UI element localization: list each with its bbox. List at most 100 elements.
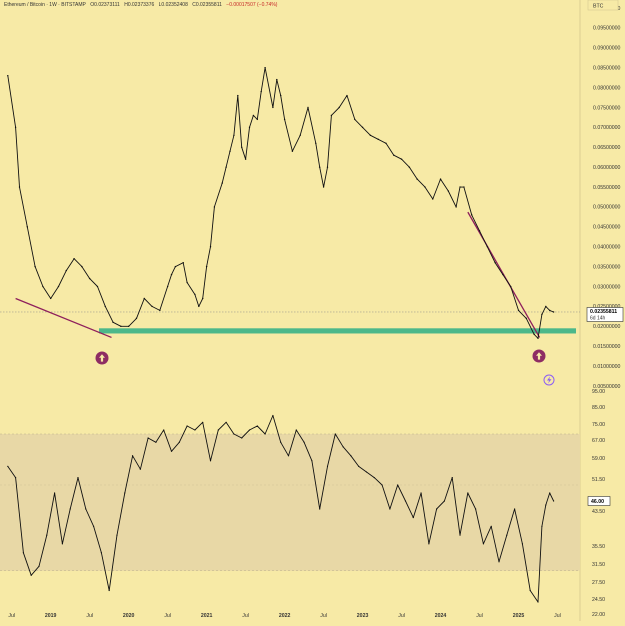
- rsi-axis-tick: 22.00: [592, 612, 605, 618]
- price-point: [338, 106, 340, 109]
- price-point: [26, 226, 28, 228]
- price-axis-tick: 0.04000000: [593, 245, 621, 251]
- price-point: [120, 325, 122, 328]
- rsi-point: [475, 508, 477, 510]
- rsi-point: [553, 500, 555, 502]
- rsi-axis-tick: 24.50: [592, 597, 605, 603]
- price-axis-tick: 0.06500000: [593, 145, 621, 151]
- time-axis-tick: Jul: [398, 613, 405, 619]
- rsi-point: [186, 425, 188, 427]
- rsi-point: [7, 465, 9, 467]
- price-point: [307, 106, 309, 109]
- time-axis-tick: Jul: [242, 613, 249, 619]
- rsi-point: [217, 429, 219, 431]
- price-point: [385, 142, 387, 144]
- rsi-point: [280, 441, 282, 443]
- price-point: [127, 325, 130, 328]
- rsi-point: [209, 460, 212, 462]
- price-point: [416, 178, 418, 180]
- price-point: [424, 186, 426, 188]
- rsi-point: [482, 543, 485, 545]
- currency-badge: [587, 0, 619, 11]
- rsi-point: [100, 552, 102, 554]
- price-point: [194, 293, 196, 296]
- rsi-point: [342, 446, 344, 448]
- rsi-point: [131, 455, 134, 457]
- rsi-point: [163, 429, 165, 431]
- price-point: [478, 230, 481, 232]
- price-point: [346, 94, 348, 97]
- price-tag: [586, 307, 624, 322]
- rsi-point: [14, 477, 17, 479]
- price-point: [330, 114, 333, 117]
- price-point: [7, 74, 9, 77]
- rsi-point: [389, 508, 391, 510]
- price-point: [135, 317, 138, 320]
- price-point: [545, 305, 547, 308]
- rsi-point: [443, 500, 446, 502]
- currency-badge-label: BTC: [593, 4, 604, 10]
- price-point: [151, 305, 153, 308]
- arrow-up-glyph: [99, 354, 105, 362]
- price-point: [377, 138, 379, 141]
- trendline-1: [15, 297, 112, 339]
- price-axis-tick: 0.01000000: [593, 364, 621, 370]
- price-point: [408, 166, 411, 168]
- price-point: [233, 134, 235, 137]
- rsi-point: [22, 552, 24, 554]
- rsi-point: [451, 477, 453, 479]
- rsi-point: [521, 543, 524, 545]
- time-axis-tick: 2025: [513, 613, 525, 619]
- header-low: L0.02352408: [158, 2, 188, 8]
- rsi-point: [545, 504, 547, 506]
- price-point: [81, 265, 83, 268]
- header-high: H0.02373376: [124, 2, 155, 8]
- rsi-point: [241, 437, 243, 439]
- rsi-point: [459, 534, 461, 536]
- rsi-point: [108, 589, 110, 592]
- price-axis-tick: 0.02000000: [593, 324, 621, 330]
- rsi-axis-tick: 51.50: [592, 477, 605, 483]
- trendline-2: [467, 211, 541, 338]
- price-point: [73, 257, 75, 260]
- price-axis-tick: 0.06000000: [593, 165, 621, 171]
- price-point: [104, 305, 106, 308]
- price-axis-tick: 0.05500000: [593, 185, 621, 191]
- rsi-point: [170, 450, 173, 452]
- price-tag-countdown: 6d 14h: [590, 315, 606, 321]
- rsi-point: [412, 516, 414, 519]
- rsi-point: [549, 492, 551, 494]
- rsi-point: [514, 508, 516, 510]
- price-point: [502, 273, 504, 276]
- price-point: [533, 333, 535, 335]
- price-point: [237, 94, 239, 97]
- rsi-axis-tick: 35.50: [592, 544, 605, 550]
- time-axis-tick: 2021: [201, 613, 213, 619]
- price-point: [291, 150, 294, 152]
- price-point: [326, 166, 329, 168]
- rsi-value-label: 46.00: [591, 499, 604, 505]
- price-series-line: [7, 67, 554, 339]
- rsi-point: [498, 561, 500, 563]
- price-point: [459, 186, 461, 188]
- header-close: C0.02355811: [192, 2, 222, 8]
- price-axis-tick: 0.03000000: [593, 284, 621, 290]
- price-point: [272, 106, 274, 109]
- price-point: [393, 154, 395, 156]
- price-point: [280, 94, 282, 97]
- rsi-point: [147, 437, 149, 439]
- price-point: [315, 142, 317, 144]
- rsi-point: [202, 421, 204, 423]
- rsi-point: [295, 429, 297, 431]
- rsi-axis-tick: 75.00: [592, 422, 605, 428]
- rsi-point: [303, 441, 305, 443]
- price-point: [264, 66, 266, 69]
- price-point: [241, 146, 243, 148]
- arrow-up-glyph: [536, 352, 542, 360]
- price-axis-tick: 0.08000000: [593, 85, 621, 91]
- rsi-point: [287, 455, 290, 457]
- rsi-point: [397, 484, 399, 486]
- rsi-point: [38, 565, 40, 567]
- price-point: [202, 297, 204, 300]
- price-point: [221, 182, 223, 184]
